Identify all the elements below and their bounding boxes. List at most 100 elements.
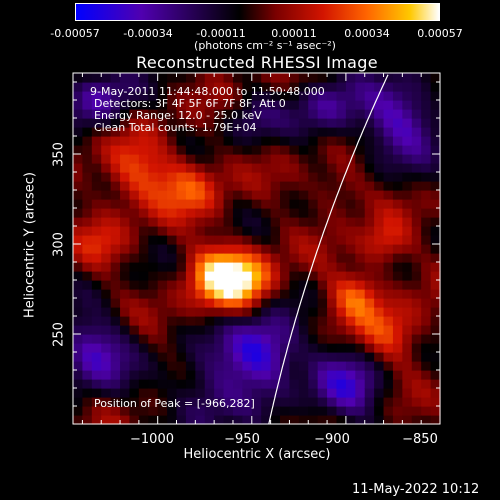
heatmap-cell xyxy=(91,217,102,227)
heatmap-cell xyxy=(383,199,394,209)
heatmap-cell xyxy=(101,379,112,389)
heatmap-cell xyxy=(82,217,93,227)
heatmap-cell xyxy=(374,343,385,353)
heatmap-cell xyxy=(345,163,356,173)
heatmap-cell xyxy=(214,406,225,416)
heatmap-cell xyxy=(73,100,84,110)
heatmap-cell xyxy=(289,352,300,362)
heatmap-cell xyxy=(223,280,234,290)
heatmap-cell xyxy=(261,235,272,245)
heatmap-cell xyxy=(242,271,253,281)
heatmap-cell xyxy=(364,235,375,245)
heatmap-cell xyxy=(232,163,243,173)
heatmap-cell xyxy=(101,244,112,254)
heatmap-cell xyxy=(110,271,121,281)
heatmap-cell xyxy=(185,316,196,326)
heatmap-cell xyxy=(345,127,356,137)
heatmap-cell xyxy=(204,352,215,362)
heatmap-cell xyxy=(204,244,215,254)
heatmap-cell xyxy=(270,235,281,245)
heatmap-cell xyxy=(383,73,394,83)
heatmap-cell xyxy=(204,208,215,218)
heatmap-cell xyxy=(185,298,196,308)
heatmap-cell xyxy=(185,289,196,299)
heatmap-cell xyxy=(242,307,253,317)
heatmap-cell xyxy=(129,316,140,326)
heatmap-cell xyxy=(374,271,385,281)
heatmap-cell xyxy=(176,262,187,272)
heatmap-cell xyxy=(402,154,413,164)
heatmap-cell xyxy=(91,406,102,416)
heatmap-cell xyxy=(167,334,178,344)
heatmap-cell xyxy=(383,307,394,317)
heatmap-cell xyxy=(185,82,196,92)
heatmap-cell xyxy=(317,154,328,164)
heatmap-cell xyxy=(364,271,375,281)
heatmap-cell xyxy=(280,199,291,209)
heatmap-cell xyxy=(317,343,328,353)
heatmap-cell xyxy=(185,244,196,254)
heatmap-cell xyxy=(392,307,403,317)
heatmap-cell xyxy=(167,73,178,83)
heatmap-cell xyxy=(129,154,140,164)
heatmap-cell xyxy=(176,253,187,263)
heatmap-cell xyxy=(204,361,215,371)
heatmap-cell xyxy=(167,361,178,371)
heatmap-cell xyxy=(336,199,347,209)
heatmap-cell xyxy=(73,289,84,299)
heatmap-cell xyxy=(138,100,149,110)
heatmap-cell xyxy=(91,343,102,353)
heatmap-cell xyxy=(289,82,300,92)
heatmap-cell xyxy=(421,325,432,335)
heatmap-cell xyxy=(242,136,253,146)
heatmap-cell xyxy=(223,298,234,308)
heatmap-cell xyxy=(336,226,347,236)
heatmap-cell xyxy=(298,217,309,227)
heatmap-cell xyxy=(148,361,159,371)
heatmap-cell xyxy=(167,406,178,416)
heatmap-cell xyxy=(298,73,309,83)
heatmap-cell xyxy=(327,325,338,335)
heatmap-cell xyxy=(82,334,93,344)
heatmap-cell xyxy=(317,163,328,173)
heatmap-cell xyxy=(167,199,178,209)
heatmap-cell xyxy=(374,145,385,155)
heatmap-cell xyxy=(317,235,328,245)
heatmap-cell xyxy=(167,208,178,218)
heatmap-cell xyxy=(101,109,112,119)
heatmap-cell xyxy=(214,235,225,245)
heatmap-cell xyxy=(336,379,347,389)
heatmap-cell xyxy=(308,271,319,281)
heatmap-cell xyxy=(101,415,112,425)
heatmap-cell xyxy=(402,307,413,317)
heatmap-cell xyxy=(223,172,234,182)
heatmap-cell xyxy=(167,226,178,236)
heatmap-cell xyxy=(411,316,422,326)
heatmap-cell xyxy=(73,190,84,200)
heatmap-cell xyxy=(421,298,432,308)
heatmap-cell xyxy=(101,271,112,281)
heatmap-cell xyxy=(261,217,272,227)
heatmap-cell xyxy=(185,280,196,290)
heatmap-cell xyxy=(214,190,225,200)
heatmap-cell xyxy=(91,235,102,245)
heatmap-cell xyxy=(101,289,112,299)
heatmap-cell xyxy=(251,271,262,281)
heatmap-cell xyxy=(167,289,178,299)
heatmap-cell xyxy=(214,172,225,182)
heatmap-cell xyxy=(392,397,403,407)
heatmap-cell xyxy=(402,235,413,245)
heatmap-cell xyxy=(383,289,394,299)
heatmap-cell xyxy=(157,172,168,182)
heatmap-cell xyxy=(402,172,413,182)
heatmap-cell xyxy=(157,109,168,119)
heatmap-cell xyxy=(421,73,432,83)
heatmap-cell xyxy=(101,217,112,227)
heatmap-cell xyxy=(270,262,281,272)
colorbar-units: (photons cm⁻² s⁻¹ asec⁻²) xyxy=(194,39,336,52)
heatmap-cell xyxy=(251,127,262,137)
heatmap-cell xyxy=(336,244,347,254)
colorbar-tick: 0.00034 xyxy=(344,27,390,40)
heatmap-cell xyxy=(261,163,272,173)
heatmap-cell xyxy=(270,100,281,110)
